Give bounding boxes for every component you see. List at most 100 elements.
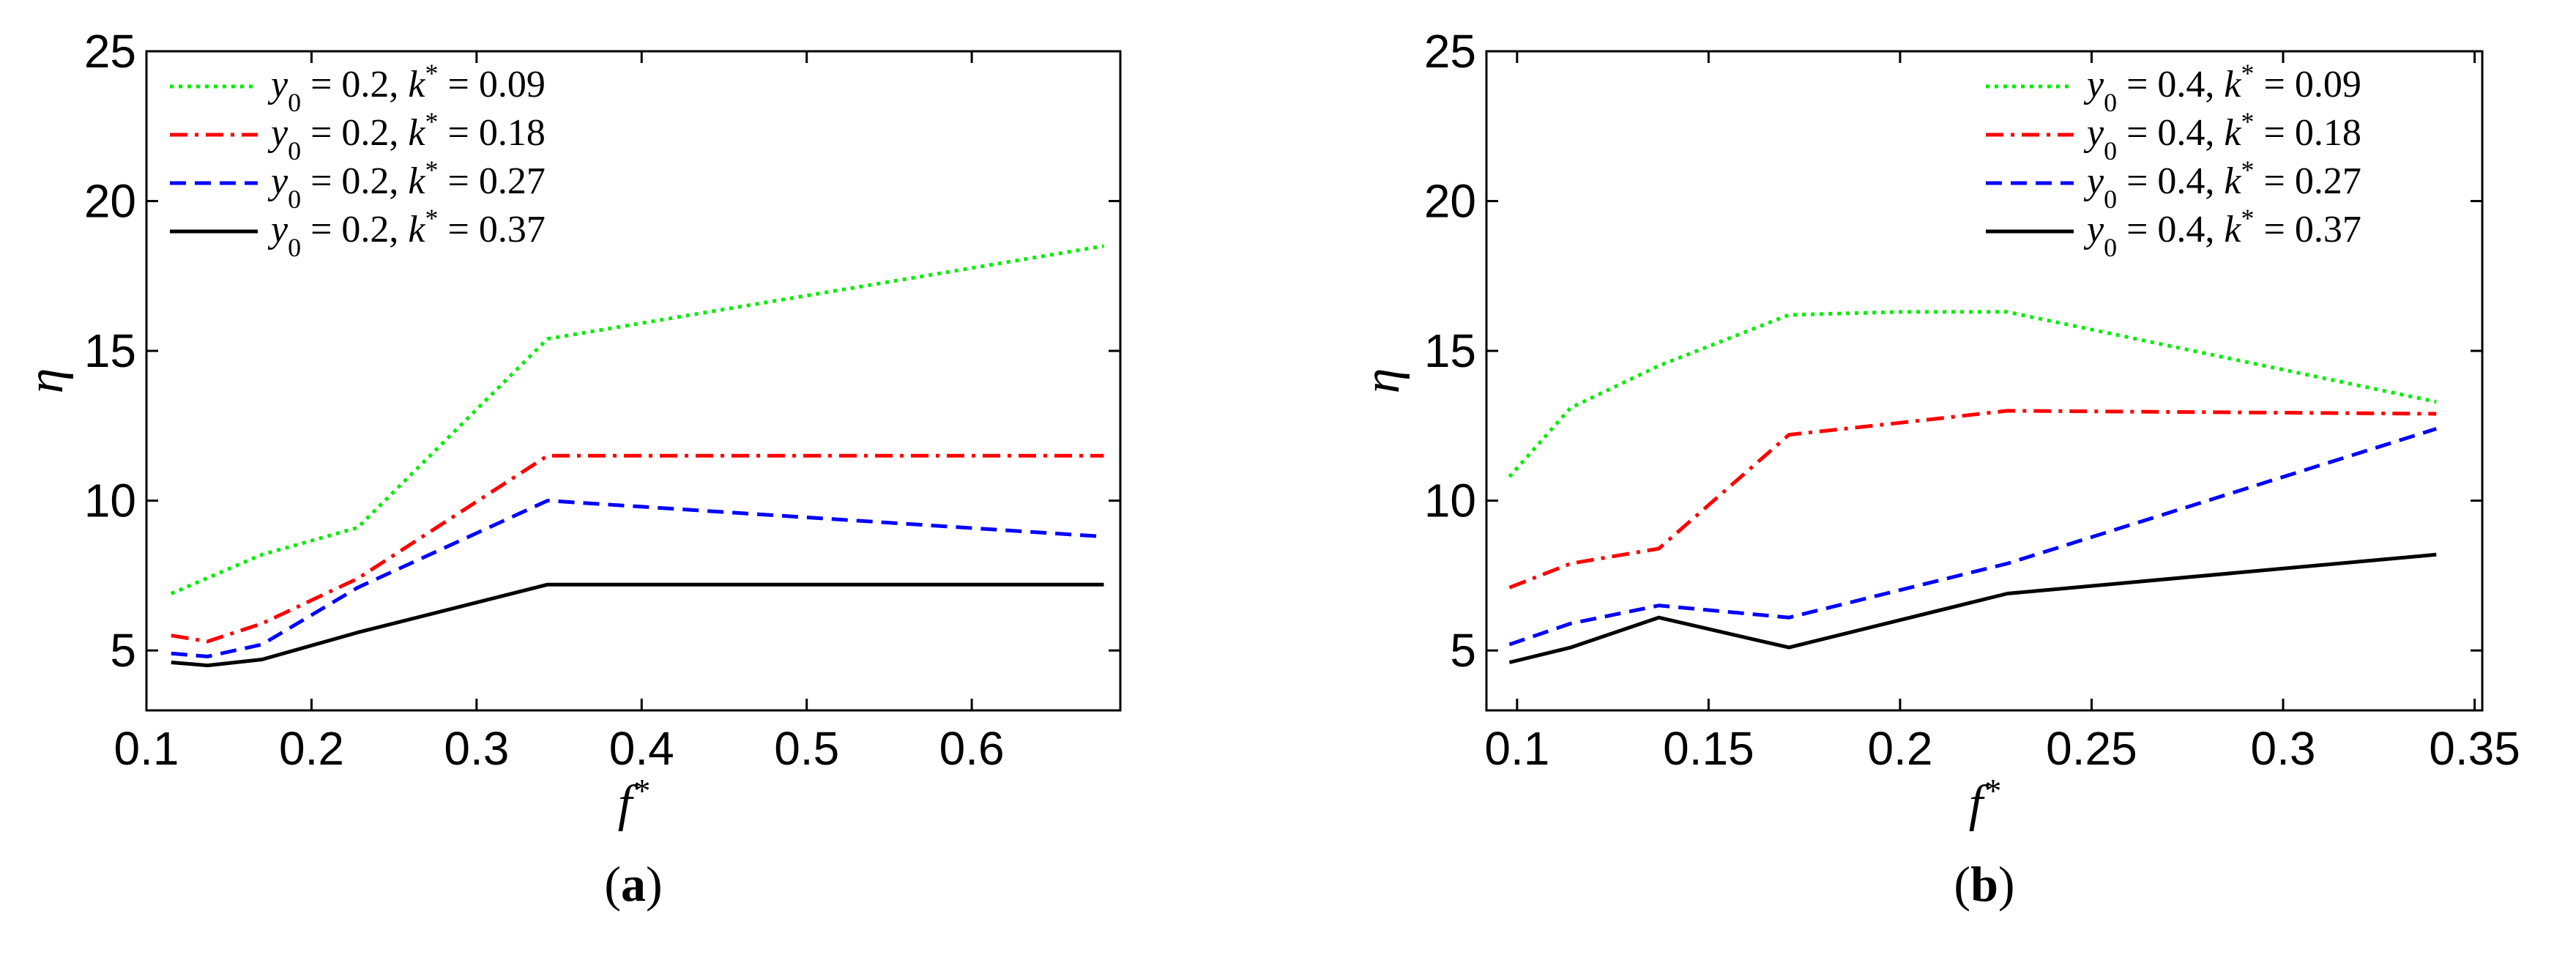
legend-label-b-2: y0 = 0.4, k* = 0.27 [2083, 155, 2361, 214]
legend-label-part: k [2224, 64, 2241, 105]
y-tick-label-b: 25 [1424, 25, 1476, 78]
legend-label-a-0: y0 = 0.2, k* = 0.09 [267, 59, 546, 117]
x-tick-label-b: 0.15 [1663, 722, 1754, 775]
panel-caption-a: (a) [604, 856, 662, 912]
x-tick-label-a: 0.1 [114, 722, 179, 775]
legend-label-part: = 0.37 [2255, 209, 2361, 250]
legend-label-part: k [408, 160, 425, 202]
legend-label-part: 0 [288, 233, 301, 262]
y-axis-label-a: η [18, 368, 74, 394]
legend-label-part: = 0.4, [2117, 64, 2224, 105]
legend-label-part: k [2224, 112, 2241, 154]
legend-label-part: 0 [288, 185, 301, 214]
legend-label-part: k [2224, 160, 2241, 202]
series-group-a [170, 244, 1104, 668]
x-axis-label-b: f* [1969, 772, 2000, 833]
legend-label-part: 0 [2104, 185, 2117, 214]
panel-label-b: b [1970, 856, 1998, 912]
legend-label-part: * [2241, 107, 2255, 136]
legend-label-part: * [2241, 155, 2255, 185]
legend-label-a-2: y0 = 0.2, k* = 0.27 [267, 155, 546, 214]
x-tick-label-a: 0.4 [609, 722, 674, 775]
panel-label-a: a [621, 856, 646, 912]
x-axis-label-superscript: * [1983, 772, 2000, 809]
legend-label-b-0: y0 = 0.4, k* = 0.09 [2083, 59, 2361, 117]
legend-label-part: * [2241, 59, 2255, 88]
x-tick-label-b: 0.25 [2046, 722, 2137, 775]
legend-label-part: k [408, 64, 425, 105]
series-line-b-1 [1508, 409, 2437, 590]
x-ticks-a: 0.1 0.2 0.3 0.4 0.5 0.6 [114, 51, 1005, 775]
legend-label-part: 0 [2104, 88, 2117, 117]
legend-label-part: y [2083, 209, 2104, 250]
x-tick-label-a: 0.5 [774, 722, 839, 775]
legend-label-part: = 0.2, [301, 64, 408, 105]
legend-label-part: 0 [2104, 136, 2117, 166]
x-axis-label-a: f* [618, 772, 649, 833]
legend-label-part: * [425, 155, 439, 185]
series-line-a-3 [171, 582, 1104, 668]
y-tick-label-b: 20 [1424, 175, 1476, 228]
series-line-a-2 [171, 499, 1104, 658]
legend-label-part: y [2083, 112, 2104, 154]
legend-label-part: = 0.18 [439, 112, 546, 154]
y-tick-label-b: 15 [1424, 324, 1476, 377]
x-tick-label-a: 0.3 [444, 722, 509, 775]
y-tick-label-a: 20 [84, 175, 136, 228]
x-tick-label-b: 0.3 [2251, 722, 2316, 775]
legend-label-part: k [408, 112, 425, 154]
legend-label-part: = 0.27 [2255, 160, 2361, 202]
legend-label-part: = 0.4, [2117, 160, 2224, 202]
legend-label-part: y [267, 209, 289, 250]
legend-label-part: = 0.2, [301, 160, 408, 202]
x-tick-label-b: 0.2 [1867, 722, 1932, 775]
y-tick-label-a: 10 [84, 475, 136, 527]
legend-label-b-1: y0 = 0.4, k* = 0.18 [2083, 107, 2361, 166]
legend-label-a-1: y0 = 0.2, k* = 0.18 [267, 107, 546, 166]
series-line-b-0 [1508, 310, 2437, 478]
legend-label-part: k [408, 209, 425, 250]
legend-label-part: = 0.09 [439, 64, 546, 105]
legend-label-part: = 0.2, [301, 209, 408, 250]
y-tick-label-a: 15 [84, 324, 136, 377]
legend-label-part: = 0.27 [439, 160, 546, 202]
y-tick-label-a: 5 [110, 624, 136, 677]
series-line-a-1 [171, 453, 1104, 644]
x-tick-label-b: 0.1 [1484, 722, 1549, 775]
legend-label-part: y [267, 160, 289, 202]
y-ticks-b: 5 10 15 20 25 [1424, 25, 2482, 677]
x-ticks-b: 0.1 0.15 0.2 0.25 0.3 0.35 [1484, 51, 2520, 775]
legend-label-part: * [425, 204, 439, 233]
series-line-b-2 [1508, 427, 2437, 647]
series-line-b-3 [1508, 552, 2437, 664]
legend-label-part: = 0.18 [2255, 112, 2361, 154]
legend-label-part: y [2083, 160, 2104, 202]
y-ticks-a: 5 10 15 20 25 [84, 25, 1120, 677]
legend-label-part: y [267, 64, 289, 105]
x-tick-label-a: 0.2 [279, 722, 344, 775]
x-tick-label-b: 0.35 [2429, 722, 2520, 775]
legend-label-part: y [267, 112, 289, 154]
y-tick-label-a: 25 [84, 25, 136, 78]
legend-label-part: y [2083, 64, 2104, 105]
legend-label-part: 0 [2104, 233, 2117, 262]
series-group-b [1508, 310, 2437, 664]
legend-label-part: = 0.09 [2255, 64, 2361, 105]
y-tick-label-b: 10 [1424, 475, 1476, 527]
legend-label-part: 0 [288, 88, 301, 117]
y-tick-label-b: 5 [1450, 624, 1476, 677]
x-axis-label-superscript: * [632, 772, 649, 809]
legend-label-part: = 0.37 [439, 209, 546, 250]
panel-caption-b: (b) [1954, 856, 2014, 912]
legend-label-part: = 0.4, [2117, 209, 2224, 250]
legend-label-a-3: y0 = 0.2, k* = 0.37 [267, 204, 546, 262]
legend-label-b-3: y0 = 0.4, k* = 0.37 [2083, 204, 2361, 262]
legend-label-part: * [425, 107, 439, 136]
legend-label-part: * [2241, 204, 2255, 233]
legend-label-part: k [2224, 209, 2241, 250]
